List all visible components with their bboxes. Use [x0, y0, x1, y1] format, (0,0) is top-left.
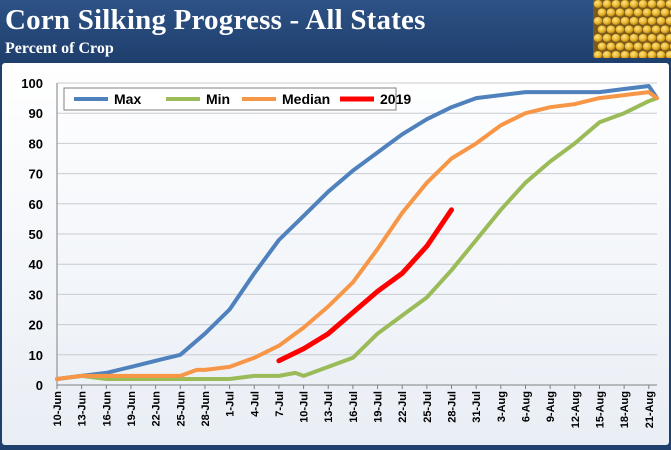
- legend-label: Median: [282, 91, 330, 107]
- series-line-median: [55, 90, 659, 381]
- x-tick-label: 9-Aug: [545, 391, 557, 422]
- x-tick-label: 21-Aug: [644, 391, 656, 428]
- legend-label: Min: [206, 91, 230, 107]
- corn-cob-image: [593, 0, 671, 58]
- x-tick-label: 19-Jun: [126, 391, 138, 427]
- x-tick-label: 4-Jul: [249, 391, 261, 417]
- x-axis: 10-Jun 13-Jun 16-Jun 19-Jun 22-Jun 25-Jun 28-J…: [52, 384, 657, 428]
- series-line-min: [55, 96, 659, 381]
- x-tick-label: 6-Aug: [520, 391, 532, 422]
- x-tick-label: 12-Aug: [570, 391, 582, 428]
- y-tick-label: 90: [29, 106, 43, 121]
- x-tick-label: 16-Jun: [101, 391, 113, 427]
- x-tick-label: 10-Jul: [299, 391, 311, 423]
- y-axis: 0 10 20 30 40 50 60 70 80 90 100: [21, 76, 58, 393]
- y-tick-label: 100: [21, 76, 43, 91]
- x-tick-label: 31-Jul: [471, 391, 483, 423]
- x-tick-label: 22-Jun: [151, 391, 163, 427]
- chart-subtitle: Percent of Crop: [5, 40, 114, 57]
- x-tick-label: 19-Jul: [373, 391, 385, 423]
- y-tick-label: 70: [29, 167, 43, 182]
- x-tick-label: 7-Jul: [274, 391, 286, 417]
- y-tick-label: 50: [29, 227, 43, 242]
- legend: Max Min Median 2019: [63, 87, 411, 111]
- series-line-max: [55, 84, 659, 381]
- y-tick-label: 60: [29, 197, 43, 212]
- y-tick-label: 30: [29, 287, 43, 302]
- y-tick-label: 10: [29, 348, 43, 363]
- legend-label: Max: [114, 91, 141, 107]
- chart-header: Corn Silking Progress - All States Perce…: [0, 0, 671, 62]
- y-tick-label: 20: [29, 318, 43, 333]
- x-tick-label: 3-Aug: [496, 391, 508, 422]
- x-tick-label: 15-Aug: [594, 391, 606, 428]
- y-tick-label: 80: [29, 136, 43, 151]
- x-tick-label: 22-Jul: [397, 391, 409, 423]
- x-tick-label: 25-Jul: [422, 391, 434, 423]
- chart-title: Corn Silking Progress - All States: [5, 4, 426, 36]
- legend-label: 2019: [380, 91, 411, 107]
- series-line-2019: [276, 207, 454, 364]
- x-tick-label: 10-Jun: [52, 391, 64, 427]
- x-tick-label: 18-Aug: [619, 391, 631, 428]
- x-tick-label: 16-Jul: [348, 391, 360, 423]
- x-tick-label: 25-Jun: [175, 391, 187, 427]
- series-lines: [55, 84, 659, 381]
- plot-panel: 0 10 20 30 40 50 60 70 80 90 100 10-Jun 13-Jun 16-Ju…: [2, 63, 669, 445]
- line-chart: 0 10 20 30 40 50 60 70 80 90 100 10-Jun 13-Jun 16-Ju…: [21, 76, 659, 428]
- y-tick-label: 0: [36, 378, 43, 393]
- x-tick-label: 13-Jun: [77, 391, 89, 427]
- legend-box: [63, 87, 397, 111]
- x-tick-label: 28-Jul: [447, 391, 459, 423]
- x-tick-label: 1-Jul: [225, 391, 237, 417]
- x-tick-label: 13-Jul: [323, 391, 335, 423]
- x-tick-label: 28-Jun: [200, 391, 212, 427]
- y-tick-label: 40: [29, 257, 43, 272]
- gridlines: [57, 82, 657, 386]
